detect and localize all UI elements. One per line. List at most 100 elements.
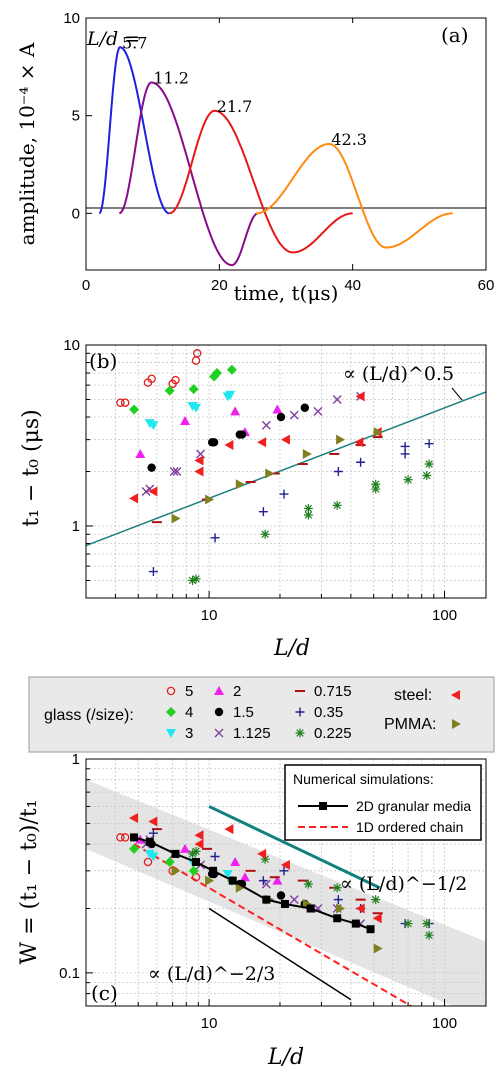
legend-entry-4: 4 — [185, 704, 193, 721]
sim-2d-marker — [280, 899, 289, 908]
point-b-5 — [192, 349, 202, 358]
legend-entry-2: 2 — [233, 683, 241, 700]
panel-b-label: (b) — [89, 349, 117, 373]
point-c-PMMA — [373, 943, 383, 954]
point-b-5 — [116, 398, 125, 407]
sim-2d-marker — [171, 849, 180, 858]
point-c-PMMA — [302, 898, 312, 909]
panel-c-lines — [133, 805, 412, 1006]
waveform-42.3 — [256, 142, 453, 249]
y-tick-label: 10 — [63, 10, 80, 27]
x-tick-label: 10 — [201, 1015, 218, 1032]
x-tick-label: 10 — [201, 607, 218, 624]
point-b-4 — [226, 364, 237, 375]
panel-b-ylabel: t₁ − t₀ (μs) — [19, 409, 44, 527]
panel-a: 0 20 40 60 0 5 10 L/d = (a) time, t(μs) amplit… — [15, 10, 494, 305]
legend-entry-1.125: 1.125 — [233, 725, 271, 742]
point-b-3 — [191, 403, 202, 413]
panel-b-xlabel: L/d — [273, 636, 310, 661]
legend-entry-1.5: 1.5 — [233, 704, 254, 721]
panel-c-ticks: 10 100 0.1 1 — [59, 751, 457, 1032]
point-c-steel — [148, 816, 158, 827]
point-c-PMMA — [205, 875, 215, 886]
point-c-steel — [257, 848, 267, 859]
point-c-PMMA — [235, 882, 245, 893]
point-c-5 — [116, 833, 125, 842]
x-tick-label: 20 — [211, 277, 228, 294]
point-c-steel — [194, 830, 204, 841]
point-b-2 — [180, 416, 191, 426]
panel-b-fit-line — [86, 387, 486, 547]
legend-pmma-label: PMMA: — [384, 716, 436, 733]
panel-c-simulation-2d — [130, 833, 375, 934]
x-tick-label: 100 — [432, 607, 457, 624]
legend-entry-0.225: 0.225 — [314, 725, 352, 742]
fit-line-b — [86, 391, 486, 547]
point-c-steel — [280, 859, 290, 870]
legend-glass-label: glass (/size): — [44, 707, 134, 724]
point-b-4 — [211, 368, 222, 379]
panel-a-xlabel: time, t(μs) — [234, 281, 339, 305]
y-tick-label: 0 — [72, 205, 80, 222]
legend-entry-3: 3 — [185, 725, 193, 742]
panel-a-label: (a) — [441, 23, 469, 47]
point-b-5 — [120, 398, 130, 407]
point-c-0.225 — [332, 883, 342, 893]
legend-marker-1.125 — [214, 728, 224, 738]
point-b-0.35 — [400, 441, 410, 451]
point-c-3 — [222, 869, 233, 879]
point-c-4 — [129, 843, 140, 854]
point-b-0.225 — [260, 529, 270, 539]
panel-b-ticks: 10 100 1 10 — [63, 337, 457, 624]
point-b-1.5 — [276, 412, 286, 422]
waveform-labels: 5.7 11.2 21.7 42.3 — [122, 33, 367, 149]
line-∝ (L/d)^−2/3 — [208, 907, 352, 1001]
point-b-0.225 — [191, 574, 201, 584]
point-b-0.35 — [210, 533, 220, 543]
x-tick-label: 40 — [344, 277, 361, 294]
point-c-1.5 — [276, 891, 286, 900]
legend-marker-1.5 — [214, 707, 224, 717]
point-b-0.35 — [424, 439, 434, 449]
waveform-11.2 — [119, 81, 259, 267]
point-b-0.35 — [333, 467, 343, 476]
point-b-steel — [355, 391, 365, 402]
point-b-4 — [164, 385, 175, 396]
point-c-2 — [180, 843, 191, 853]
legend-label-2d: 2D granular media — [356, 798, 471, 814]
legend-steel-label: steel: — [394, 687, 432, 704]
point-c-0.225 — [403, 919, 413, 929]
x-tick-label: 60 — [478, 277, 495, 294]
point-c-steel — [194, 839, 204, 850]
point-c-steel — [129, 812, 139, 823]
simulation-legend: Numerical simulations: 2D granular media… — [284, 764, 482, 841]
marker-legend: glass (/size): steel: PMMA: 5 4 3 2 1.5 1.125… — [28, 676, 495, 753]
panel-a-frame — [85, 17, 487, 271]
y-tick-label: 0.1 — [59, 965, 80, 982]
legend-label-1d: 1D ordered chain — [356, 819, 463, 835]
point-b-1.5 — [237, 430, 247, 439]
point-c-0.225 — [424, 930, 434, 940]
point-b-0.225 — [371, 479, 381, 489]
point-b-1.125 — [172, 467, 182, 476]
point-b-steel — [224, 440, 234, 451]
y-tick-label: 1 — [72, 518, 80, 535]
y-tick-label: 10 — [63, 337, 80, 354]
panel-b: 10 100 1 10 (b) ∝ (L/d)^0.5 L/d t₁ − t₀ (μs… — [19, 337, 487, 661]
point-b-4 — [129, 404, 140, 415]
point-c-0.35 — [148, 828, 158, 838]
panel-c-annotation-half: ∝ (L/d)^−1/2 — [340, 873, 467, 895]
point-b-2 — [230, 406, 241, 416]
waveform-label-21.7: 21.7 — [217, 97, 253, 116]
waveform-21.7 — [169, 109, 353, 254]
waveforms — [98, 46, 453, 267]
sim-2d-marker — [351, 919, 360, 928]
legend-box — [28, 676, 495, 753]
point-c-0.225 — [260, 854, 270, 864]
sim-2d-marker — [192, 857, 201, 866]
point-b-PMMA — [265, 468, 275, 479]
waveform-label-42.3: 42.3 — [331, 130, 367, 149]
x-tick-label: 100 — [432, 1015, 457, 1032]
annotation-pointer — [451, 387, 463, 401]
point-c-0.35 — [258, 876, 268, 886]
